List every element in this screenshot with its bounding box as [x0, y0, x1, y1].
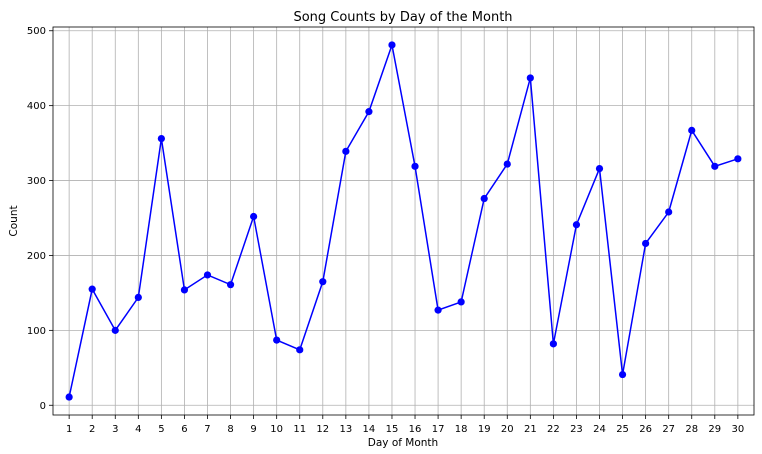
x-tick-label: 1: [66, 424, 72, 435]
x-tick-label: 27: [662, 424, 675, 435]
x-tick-label: 4: [135, 424, 141, 435]
x-tick-label: 24: [593, 424, 606, 435]
y-tick-label: 500: [27, 26, 46, 37]
data-point: [296, 346, 304, 354]
x-tick-label: 9: [250, 424, 256, 435]
data-point: [111, 326, 119, 334]
data-point: [411, 162, 419, 170]
x-axis-label: Day of Month: [368, 437, 438, 449]
data-point: [273, 336, 281, 344]
x-tick-label: 17: [432, 424, 445, 435]
data-point: [665, 208, 673, 216]
data-point: [572, 221, 581, 229]
x-tick-label: 28: [685, 424, 698, 435]
x-tick-label: 15: [386, 424, 399, 435]
x-tick-label: 16: [409, 424, 422, 435]
data-point: [180, 286, 189, 294]
x-tick-label: 8: [227, 424, 233, 435]
x-tick-label: 7: [204, 424, 210, 435]
x-tick-label: 23: [570, 424, 583, 435]
data-point: [157, 135, 165, 143]
data-point: [365, 108, 373, 116]
data-point: [88, 285, 96, 293]
data-point: [734, 155, 742, 163]
data-point: [342, 147, 350, 155]
data-point: [688, 126, 696, 134]
x-tick-label: 18: [455, 424, 468, 435]
y-tick-label: 100: [27, 326, 46, 337]
x-tick-label: 12: [316, 424, 329, 435]
x-tick-label: 3: [112, 424, 118, 435]
data-point: [480, 194, 488, 203]
data-point: [549, 340, 557, 348]
data-point: [642, 239, 650, 248]
data-point: [388, 41, 396, 49]
chart-title: Song Counts by Day of the Month: [293, 10, 512, 25]
data-point: [203, 271, 212, 279]
series-layer: [65, 41, 742, 401]
series-line: [68, 42, 739, 398]
x-tick-label: 30: [731, 424, 744, 435]
y-axis-ticks: 0 100 200 300 400 500: [27, 26, 53, 412]
x-tick-label: 26: [639, 424, 652, 435]
x-tick-label: 2: [89, 424, 95, 435]
data-point: [526, 74, 534, 82]
data-point: [65, 393, 73, 401]
data-point: [711, 162, 719, 170]
y-axis-label: Count: [8, 205, 20, 236]
data-point: [503, 160, 511, 168]
data-point: [319, 278, 327, 286]
y-tick-label: 0: [40, 401, 46, 412]
y-tick-label: 300: [27, 176, 46, 187]
x-tick-label: 6: [181, 424, 187, 435]
x-axis-ticks: 1 2 3 4 5 6 7 8 9 10 11 12 13 14 15 16 17 18 19 20 21 22 23 24 2…: [66, 415, 744, 435]
x-tick-label: 22: [547, 424, 560, 435]
data-point: [457, 298, 465, 306]
plot-frame: [52, 26, 755, 416]
x-tick-label: 14: [363, 424, 376, 435]
x-tick-label: 25: [616, 424, 629, 435]
x-tick-label: 11: [293, 424, 306, 435]
x-tick-label: 5: [158, 424, 164, 435]
y-tick-label: 400: [27, 101, 46, 112]
grid-lines: [53, 27, 754, 415]
y-tick-label: 200: [27, 251, 46, 262]
data-point: [618, 370, 627, 379]
x-tick-label: 19: [478, 424, 491, 435]
x-tick-label: 29: [708, 424, 721, 435]
data-point: [134, 293, 142, 302]
x-tick-label: 21: [524, 424, 537, 435]
data-point: [226, 281, 235, 289]
x-tick-label: 20: [501, 424, 514, 435]
data-point: [434, 306, 442, 314]
data-point: [250, 212, 258, 221]
data-point: [595, 164, 604, 173]
x-tick-label: 13: [339, 424, 352, 435]
x-tick-label: 10: [270, 424, 283, 435]
